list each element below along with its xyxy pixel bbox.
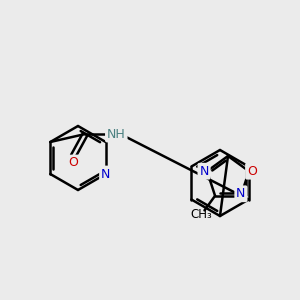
Text: CH₃: CH₃ <box>191 208 212 221</box>
Text: O: O <box>68 157 78 169</box>
Text: O: O <box>247 165 257 178</box>
Text: N: N <box>200 165 209 178</box>
Text: N: N <box>101 167 110 181</box>
Text: N: N <box>236 187 246 200</box>
Text: NH: NH <box>107 128 126 140</box>
